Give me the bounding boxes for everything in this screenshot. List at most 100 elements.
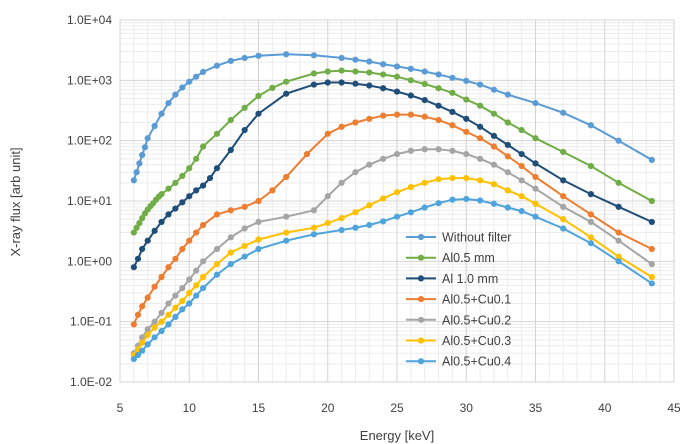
data-point bbox=[158, 309, 165, 316]
data-point bbox=[158, 318, 165, 325]
data-point bbox=[421, 179, 428, 186]
data-point bbox=[435, 116, 442, 124]
data-point bbox=[241, 253, 248, 260]
data-point bbox=[352, 56, 359, 63]
data-point bbox=[133, 169, 140, 176]
data-point bbox=[172, 179, 179, 186]
y-tick-label: 1.0E+00 bbox=[67, 254, 112, 268]
data-point bbox=[134, 255, 142, 262]
data-point bbox=[504, 169, 511, 176]
x-tick-label: 25 bbox=[390, 401, 404, 415]
legend-label: Al0.5 mm bbox=[442, 251, 495, 265]
data-point bbox=[130, 355, 137, 363]
data-point bbox=[532, 213, 539, 220]
data-point bbox=[615, 179, 622, 186]
data-point bbox=[193, 187, 200, 194]
data-point bbox=[241, 54, 248, 62]
data-point bbox=[213, 130, 221, 137]
legend-item: Al0.5 mm bbox=[406, 251, 495, 265]
data-point bbox=[338, 179, 345, 186]
data-point bbox=[435, 71, 442, 78]
data-point bbox=[255, 197, 262, 205]
data-point bbox=[136, 220, 143, 227]
data-point bbox=[393, 189, 401, 196]
data-point bbox=[380, 61, 387, 68]
data-point bbox=[421, 204, 428, 211]
data-point bbox=[227, 116, 234, 124]
data-point bbox=[435, 85, 442, 92]
data-point bbox=[151, 122, 158, 130]
data-point bbox=[490, 200, 498, 207]
series-layer bbox=[130, 51, 655, 363]
legend-label: Al0.5+Cu0.4 bbox=[442, 355, 511, 369]
x-tick-label: 45 bbox=[667, 401, 680, 415]
data-point bbox=[560, 203, 567, 210]
y-tick-label: 1.0E+04 bbox=[67, 13, 112, 27]
data-point bbox=[136, 160, 143, 167]
data-point bbox=[139, 245, 146, 253]
data-point bbox=[172, 91, 179, 98]
data-point bbox=[255, 52, 262, 59]
data-point bbox=[179, 84, 186, 91]
data-point bbox=[255, 110, 262, 117]
data-point bbox=[490, 132, 498, 139]
data-point bbox=[532, 99, 539, 107]
data-point bbox=[139, 347, 146, 354]
data-point bbox=[407, 183, 414, 191]
data-point bbox=[283, 213, 290, 220]
data-point bbox=[615, 229, 622, 236]
legend-label: Al0.5+Cu0.1 bbox=[442, 293, 511, 307]
x-tick-label: 35 bbox=[529, 401, 543, 415]
data-point bbox=[186, 78, 193, 85]
data-point bbox=[141, 144, 149, 151]
data-point bbox=[560, 148, 567, 156]
data-point bbox=[165, 99, 172, 107]
data-point bbox=[407, 92, 414, 99]
data-point bbox=[310, 81, 317, 88]
data-point bbox=[206, 174, 214, 182]
data-point bbox=[532, 135, 539, 142]
data-point bbox=[151, 318, 158, 325]
data-point bbox=[151, 283, 158, 290]
data-point bbox=[504, 119, 511, 126]
data-point bbox=[186, 237, 193, 244]
data-point bbox=[139, 215, 146, 222]
data-point bbox=[338, 226, 345, 234]
legend-label: Al 1.0 mm bbox=[442, 272, 498, 286]
data-point bbox=[504, 187, 511, 194]
data-point bbox=[477, 81, 484, 88]
data-point bbox=[165, 211, 172, 218]
data-point bbox=[310, 224, 317, 231]
data-point bbox=[504, 91, 511, 98]
data-point bbox=[269, 84, 276, 91]
data-point bbox=[477, 135, 484, 142]
series-7 bbox=[130, 195, 655, 363]
data-point bbox=[151, 334, 158, 341]
y-tick-label: 1.0E-02 bbox=[70, 375, 112, 389]
data-point bbox=[241, 225, 248, 232]
data-point bbox=[200, 221, 207, 229]
data-point bbox=[227, 234, 234, 241]
data-point bbox=[421, 80, 428, 88]
data-point bbox=[151, 227, 158, 234]
data-point bbox=[158, 273, 165, 281]
data-point bbox=[648, 245, 655, 253]
data-point bbox=[380, 112, 387, 119]
data-point bbox=[648, 273, 655, 281]
data-point bbox=[158, 110, 165, 117]
data-point bbox=[449, 89, 456, 96]
data-point bbox=[139, 151, 146, 159]
data-point bbox=[366, 69, 373, 76]
data-point bbox=[421, 97, 428, 104]
data-point bbox=[144, 237, 151, 244]
data-point bbox=[165, 311, 172, 318]
data-point bbox=[518, 177, 525, 184]
x-tick-labels: 5 10 15 20 25 30 35 40 45 bbox=[117, 401, 680, 415]
data-point bbox=[283, 229, 290, 236]
data-point bbox=[449, 74, 456, 81]
data-point bbox=[213, 271, 221, 278]
data-point bbox=[310, 70, 317, 77]
legend-item: Al0.5+Cu0.4 bbox=[406, 355, 511, 369]
data-point bbox=[172, 304, 179, 311]
data-point bbox=[393, 73, 401, 80]
